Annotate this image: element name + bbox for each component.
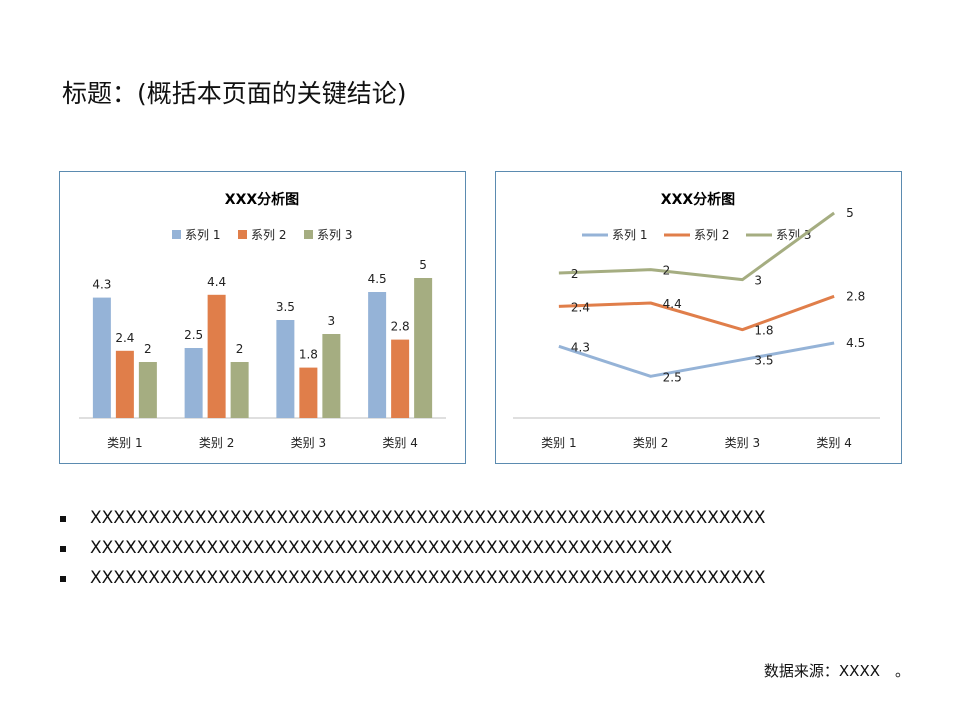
data-label: 2.8 [391, 320, 410, 334]
data-label: 2 [571, 267, 579, 281]
bullet-icon [60, 576, 66, 582]
data-label: 1.8 [299, 348, 318, 362]
chart-title: XXX分析图 [225, 191, 299, 208]
data-source: 数据来源：XXXX 。 [763, 662, 910, 680]
bar [322, 334, 341, 418]
bar [368, 292, 387, 418]
data-label: 2.5 [663, 370, 682, 384]
legend-swatch [172, 230, 181, 239]
bullet-icon [60, 516, 66, 522]
bullet-text: XXXXXXXXXXXXXXXXXXXXXXXXXXXXXXXXXXXXXXXX… [90, 508, 766, 528]
data-label: 4.5 [846, 336, 865, 350]
data-label: 2 [663, 264, 671, 278]
legend-swatch [238, 230, 247, 239]
bullet-item: XXXXXXXXXXXXXXXXXXXXXXXXXXXXXXXXXXXXXXXX… [60, 503, 765, 533]
bullet-item: XXXXXXXXXXXXXXXXXXXXXXXXXXXXXXXXXXXXXXXX… [60, 563, 765, 593]
category-label: 类别 2 [633, 436, 668, 450]
page-title: 标题：(概括本页面的关键结论) [62, 79, 407, 108]
data-label: 1.8 [754, 324, 773, 338]
category-label: 类别 4 [382, 436, 417, 450]
data-label: 5 [846, 206, 854, 220]
bar [184, 348, 203, 418]
data-label: 2.8 [846, 289, 865, 303]
bar [414, 278, 433, 418]
bar [299, 367, 318, 418]
legend-label: 系列 1 [185, 228, 220, 242]
bar-chart-panel: XXX分析图系列 1 系列 2 系列 3 4.3 2.4 2 类别 1 2.5 4.4 2 类别 2… [59, 171, 466, 464]
legend-label: 系列 2 [694, 228, 729, 242]
series-line [558, 341, 835, 378]
data-label: 4.3 [571, 340, 590, 354]
chart-title: XXX分析图 [661, 191, 735, 208]
bullet-text: XXXXXXXXXXXXXXXXXXXXXXXXXXXXXXXXXXXXXXXX… [90, 568, 766, 588]
legend-label: 系列 3 [776, 228, 811, 242]
category-label: 类别 1 [541, 436, 576, 450]
data-label: 3.5 [276, 300, 295, 314]
data-label: 3 [328, 314, 336, 328]
legend-swatch [304, 230, 313, 239]
data-label: 3.5 [754, 354, 773, 368]
bar [230, 362, 249, 418]
data-label: 3 [754, 274, 762, 288]
bar [115, 350, 134, 418]
category-label: 类别 1 [107, 436, 142, 450]
data-label: 2 [236, 342, 244, 356]
data-label: 4.4 [663, 297, 682, 311]
bullet-list: XXXXXXXXXXXXXXXXXXXXXXXXXXXXXXXXXXXXXXXX… [60, 503, 765, 593]
data-label: 2.4 [115, 331, 134, 345]
legend-label: 系列 1 [612, 228, 647, 242]
data-label: 5 [419, 258, 427, 272]
data-label: 4.3 [92, 278, 111, 292]
series-line [558, 294, 835, 332]
bullet-item: XXXXXXXXXXXXXXXXXXXXXXXXXXXXXXXXXXXXXXXX… [60, 533, 765, 563]
bullet-icon [60, 546, 66, 552]
bar [92, 297, 111, 418]
data-label: 2.5 [184, 328, 203, 342]
series-line [558, 211, 836, 282]
legend-label: 系列 2 [251, 228, 286, 242]
data-label: 2.4 [571, 300, 590, 314]
data-label: 2 [144, 342, 152, 356]
bar [138, 362, 157, 418]
legend-label: 系列 3 [317, 228, 352, 242]
category-label: 类别 4 [816, 436, 851, 450]
category-label: 类别 2 [199, 436, 234, 450]
bullet-text: XXXXXXXXXXXXXXXXXXXXXXXXXXXXXXXXXXXXXXXX… [90, 538, 673, 558]
data-label: 4.5 [368, 272, 387, 286]
data-label: 4.4 [207, 275, 226, 289]
line-chart-panel: XXX分析图系列 1 系列 2 系列 3 4.3 2.5 3.5 4.5 2.4 4.4 1.8 2… [495, 171, 902, 464]
bar [276, 320, 295, 418]
bar [207, 294, 226, 418]
category-label: 类别 3 [291, 436, 326, 450]
bar [391, 339, 410, 418]
category-label: 类别 3 [725, 436, 760, 450]
